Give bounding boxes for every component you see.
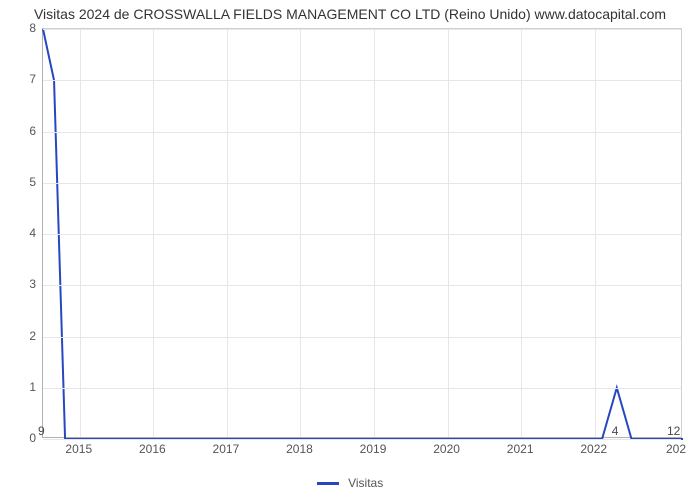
y-axis-ticks: 012345678: [0, 28, 40, 438]
y-tick-label: 8: [2, 21, 36, 35]
y-tick-label: 7: [2, 72, 36, 86]
grid-line-h: [43, 388, 681, 389]
grid-line-v: [227, 29, 228, 437]
chart-title: Visitas 2024 de CROSSWALLA FIELDS MANAGE…: [0, 6, 700, 22]
grid-line-v: [521, 29, 522, 437]
grid-line-v: [595, 29, 596, 437]
grid-line-v: [448, 29, 449, 437]
grid-line-h: [43, 183, 681, 184]
y-tick-label: 4: [2, 226, 36, 240]
legend-label: Visitas: [348, 476, 383, 490]
point-value-label: 4: [612, 424, 619, 438]
plot-region: [42, 28, 682, 438]
grid-line-h: [43, 337, 681, 338]
point-value-label: 12: [667, 424, 680, 438]
grid-line-v: [153, 29, 154, 437]
grid-line-v: [374, 29, 375, 437]
grid-line-h: [43, 285, 681, 286]
y-tick-label: 1: [2, 380, 36, 394]
y-tick-label: 0: [2, 431, 36, 445]
chart-area: [42, 28, 682, 438]
legend-swatch: [317, 482, 339, 485]
y-tick-label: 3: [2, 277, 36, 291]
grid-line-v: [300, 29, 301, 437]
y-tick-label: 2: [2, 329, 36, 343]
legend: Visitas: [0, 476, 700, 490]
grid-line-h: [43, 132, 681, 133]
grid-line-h: [43, 234, 681, 235]
grid-line-h: [43, 29, 681, 30]
point-value-labels: 9412: [42, 440, 682, 456]
grid-line-h: [43, 80, 681, 81]
y-tick-label: 5: [2, 175, 36, 189]
grid-line-v: [80, 29, 81, 437]
point-value-label: 9: [38, 424, 45, 438]
y-tick-label: 6: [2, 124, 36, 138]
